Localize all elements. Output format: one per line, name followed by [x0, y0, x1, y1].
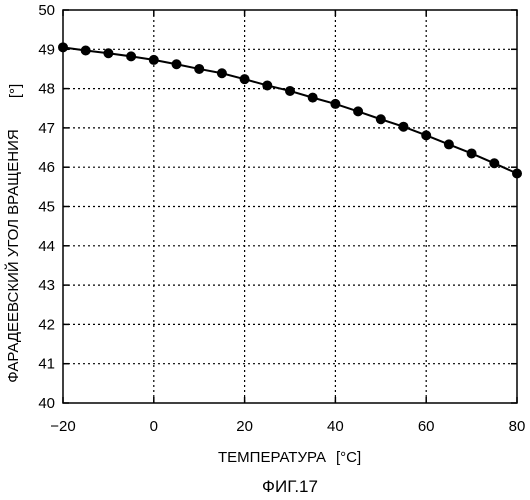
series-line [63, 47, 517, 173]
figure-caption: ФИГ.17 [262, 477, 318, 496]
y-tick-label: 49 [38, 41, 55, 58]
tick-labels: −20 0 20 40 60 80 40 41 42 43 44 45 46 47 48 49 50 [38, 2, 525, 435]
data-series [58, 42, 522, 178]
x-tick-label: 60 [418, 418, 435, 435]
data-point [217, 68, 227, 78]
x-tick-label: 80 [509, 418, 526, 435]
data-point [330, 99, 340, 109]
y-tick-label: 43 [38, 277, 55, 294]
data-point [444, 139, 454, 149]
y-tick-label: 47 [38, 120, 55, 137]
x-tick-label: 20 [236, 418, 253, 435]
data-point [399, 122, 409, 132]
data-point [262, 80, 272, 90]
data-point [103, 48, 113, 58]
y-tick-label: 44 [38, 238, 55, 255]
data-point [376, 114, 386, 124]
y-tick-label: 46 [38, 159, 55, 176]
x-axis-title: ТЕМПЕРАТУРА [218, 449, 326, 466]
data-point [172, 59, 182, 69]
y-tick-label: 45 [38, 199, 55, 216]
data-point [467, 148, 477, 158]
y-tick-label: 50 [38, 2, 55, 19]
y-tick-label: 48 [38, 81, 55, 98]
x-axis-unit: [°C] [336, 449, 361, 466]
y-axis-unit: [°] [7, 84, 24, 98]
data-point [285, 86, 295, 96]
y-axis-title-group: ФАРАДЕЕВСКИЙ УГОЛ ВРАЩЕНИЯ [4, 129, 22, 382]
x-tick-label: 0 [150, 418, 158, 435]
y-tick-label: 42 [38, 316, 55, 333]
data-point [194, 64, 204, 74]
y-axis-title: ФАРАДЕЕВСКИЙ УГОЛ ВРАЩЕНИЯ [4, 129, 22, 382]
data-point [240, 74, 250, 84]
x-tick-label: −20 [50, 418, 75, 435]
data-point [308, 93, 318, 103]
y-tick-label: 40 [38, 395, 55, 412]
data-point [81, 45, 91, 55]
data-point [489, 158, 499, 168]
y-tick-label: 41 [38, 356, 55, 373]
data-point [149, 55, 159, 65]
data-point [353, 106, 363, 116]
grid-lines [63, 10, 517, 403]
x-tick-label: 40 [327, 418, 344, 435]
data-point [126, 51, 136, 61]
data-point [421, 130, 431, 140]
